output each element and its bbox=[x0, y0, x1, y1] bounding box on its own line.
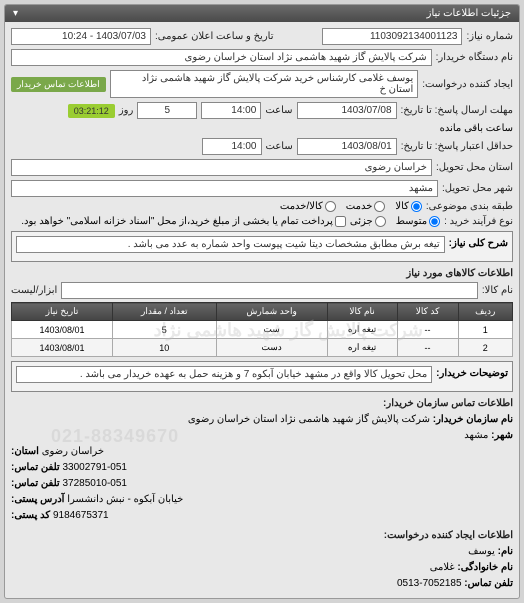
contact-info: نام سازمان خریدار: شرکت پالایش گاز شهید … bbox=[11, 412, 513, 524]
c-province-label: استان: bbox=[11, 446, 39, 457]
validity-date: 1403/08/01 bbox=[297, 138, 397, 155]
table-row[interactable]: 1--تیغه ارهست51403/08/01 bbox=[12, 321, 513, 339]
qtype-label: نوع فرآیند خرید : bbox=[444, 216, 513, 227]
desc-label: شرح کلی نیاز: bbox=[449, 238, 508, 249]
city-value: مشهد bbox=[11, 180, 438, 197]
org-label: نام دستگاه خریدار: bbox=[436, 52, 513, 63]
desc-box: شرح کلی نیاز: تیغه برش مطابق مشخصات دیتا… bbox=[11, 231, 513, 262]
table-cell: 1403/08/01 bbox=[12, 339, 113, 357]
goods-search-row: نام کالا: ابزار/لیست bbox=[11, 282, 513, 299]
sort-goods[interactable]: کالا bbox=[395, 201, 422, 212]
c-phone: 33002791-051 bbox=[62, 462, 127, 473]
table-row[interactable]: 2--تیغه ارهدست101403/08/01 bbox=[12, 339, 513, 357]
deadline-label: مهلت ارسال پاسخ: تا تاریخ: bbox=[401, 105, 513, 116]
table-cell: دست bbox=[216, 339, 327, 357]
days-remaining: 5 bbox=[137, 102, 197, 119]
cr-last: غلامی bbox=[430, 562, 455, 573]
table-cell: تیغه اره bbox=[327, 321, 397, 339]
table-cell: -- bbox=[397, 339, 458, 357]
desc-value: تیغه برش مطابق مشخصات دیتا شیت پیوست واح… bbox=[16, 236, 445, 253]
deadline-time: 14:00 bbox=[201, 102, 261, 119]
table-cell: 1 bbox=[458, 321, 512, 339]
creator-info: نام: یوسف نام خانوادگی: غلامی تلفن تماس:… bbox=[11, 544, 513, 592]
table-header: نام کالا bbox=[327, 303, 397, 321]
panel-title: جزئیات اطلاعات نیاز bbox=[427, 8, 511, 19]
c-org-label: نام سازمان خریدار: bbox=[433, 414, 513, 425]
c-province: خراسان رضوی bbox=[42, 446, 104, 457]
goods-search-label: نام کالا: bbox=[482, 285, 513, 296]
validity-time-label: ساعت bbox=[266, 141, 293, 152]
goods-search-input[interactable] bbox=[61, 282, 478, 299]
buyer-note-value: محل تحویل کالا واقع در مشهد خیابان آبکوه… bbox=[16, 366, 432, 383]
qtype-small[interactable]: جزئی bbox=[350, 216, 386, 227]
sort-both[interactable]: کالا/خدمت bbox=[280, 201, 336, 212]
c-fax-label: تلفن تماس: bbox=[11, 478, 60, 489]
buyer-note-box: توضیحات خریدار: محل تحویل کالا واقع در م… bbox=[11, 361, 513, 392]
city-label: شهر محل تحویل: bbox=[442, 183, 513, 194]
contact-badge[interactable]: اطلاعات تماس خریدار bbox=[11, 77, 106, 92]
cr-first: یوسف bbox=[468, 546, 495, 557]
table-header: واحد شمارش bbox=[216, 303, 327, 321]
table-header: ردیف bbox=[458, 303, 512, 321]
c-fax: 37285010-051 bbox=[62, 478, 127, 489]
creator-info-title: اطلاعات ایجاد کننده درخواست: bbox=[11, 530, 513, 541]
public-date-label: تاریخ و ساعت اعلان عمومی: bbox=[155, 31, 274, 42]
deadline-date: 1403/07/08 bbox=[297, 102, 397, 119]
table-cell: 10 bbox=[112, 339, 216, 357]
req-number-label: شماره نیاز: bbox=[466, 31, 513, 42]
sort-label: طبقه بندی موضوعی: bbox=[426, 201, 513, 212]
table-header: کد کالا bbox=[397, 303, 458, 321]
c-addr-label: آدرس پستی: bbox=[11, 494, 64, 505]
table-cell: 5 bbox=[112, 321, 216, 339]
collapse-icon[interactable]: ▾ bbox=[13, 8, 18, 19]
tools-label: ابزار/لیست bbox=[11, 285, 57, 296]
panel-header: جزئیات اطلاعات نیاز ▾ bbox=[5, 5, 519, 22]
panel-body: شماره نیاز: 1103092134001123 تاریخ و ساع… bbox=[5, 22, 519, 598]
goods-table: ردیفکد کالانام کالاواحد شمارشتعداد / مقد… bbox=[11, 302, 513, 357]
validity-time: 14:00 bbox=[202, 138, 262, 155]
c-post-label: کد پستی: bbox=[11, 510, 50, 521]
validity-label: حداقل اعتبار پاسخ: تا تاریخ: bbox=[401, 141, 513, 152]
req-number-value: 1103092134001123 bbox=[322, 28, 462, 45]
sort-service[interactable]: خدمت bbox=[346, 201, 386, 212]
day-word: روز bbox=[119, 105, 134, 116]
creator-label: ایجاد کننده درخواست: bbox=[422, 79, 513, 90]
deadline-time-label: ساعت bbox=[265, 105, 292, 116]
c-city-label: شهر: bbox=[491, 430, 513, 441]
table-header: تعداد / مقدار bbox=[112, 303, 216, 321]
c-addr: خیابان آبکوه - نبش دانشسرا bbox=[67, 494, 183, 505]
remaining-label: ساعت باقی مانده bbox=[440, 123, 513, 134]
cr-phone: 7052185-0513 bbox=[397, 578, 462, 589]
table-cell: 1403/08/01 bbox=[12, 321, 113, 339]
qtype-note-check[interactable]: پرداخت تمام یا بخشی از مبلغ خرید،از محل … bbox=[21, 216, 346, 227]
c-city: مشهد bbox=[464, 430, 488, 441]
province-label: استان محل تحویل: bbox=[436, 162, 513, 173]
cr-last-label: نام خانوادگی: bbox=[457, 562, 513, 573]
buyer-note-label: توضیحات خریدار: bbox=[436, 368, 508, 379]
table-cell: -- bbox=[397, 321, 458, 339]
c-org: شرکت پالایش گاز شهید هاشمی نژاد استان خر… bbox=[188, 414, 430, 425]
details-panel: جزئیات اطلاعات نیاز ▾ شماره نیاز: 110309… bbox=[4, 4, 520, 599]
org-value: شرکت پالایش گاز شهید هاشمی نژاد استان خر… bbox=[11, 49, 432, 66]
table-cell: 2 bbox=[458, 339, 512, 357]
sort-radio-group: کالا خدمت کالا/خدمت bbox=[280, 201, 422, 212]
goods-table-wrap: ردیفکد کالانام کالاواحد شمارشتعداد / مقد… bbox=[11, 302, 513, 357]
province-value: خراسان رضوی bbox=[11, 159, 432, 176]
c-post: 9184675371 bbox=[53, 510, 109, 521]
time-remaining-badge: 03:21:12 bbox=[68, 104, 115, 118]
table-cell: تیغه اره bbox=[327, 339, 397, 357]
table-cell: ست bbox=[216, 321, 327, 339]
creator-value: یوسف غلامی کارشناس خرید شرکت پالایش گاز … bbox=[110, 70, 419, 98]
cr-phone-label: تلفن تماس: bbox=[464, 578, 513, 589]
contact-title: اطلاعات تماس سازمان خریدار: bbox=[11, 398, 513, 409]
qtype-mid[interactable]: متوسط bbox=[396, 216, 440, 227]
c-phone-label: تلفن تماس: bbox=[11, 462, 60, 473]
contact-section: اطلاعات تماس سازمان خریدار: نام سازمان خ… bbox=[11, 398, 513, 592]
cr-first-label: نام: bbox=[498, 546, 513, 557]
goods-title: اطلاعات کالاهای مورد نیاز bbox=[11, 268, 513, 279]
public-date-value: 1403/07/03 - 10:24 bbox=[11, 28, 151, 45]
qtype-radio-group: متوسط جزئی bbox=[350, 216, 440, 227]
table-header: تاریخ نیاز bbox=[12, 303, 113, 321]
